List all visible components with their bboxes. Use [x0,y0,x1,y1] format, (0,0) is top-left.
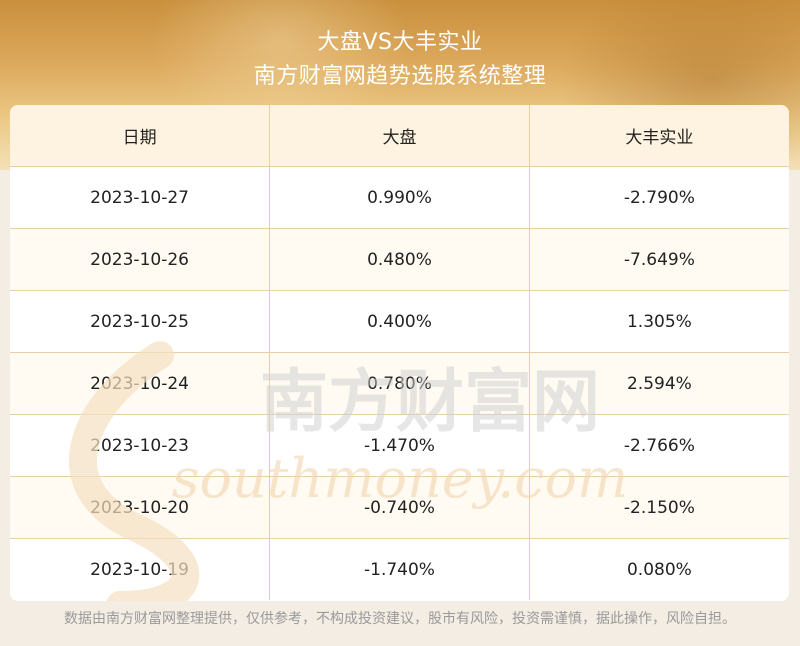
table-row: 2023-10-19 -1.740% 0.080% [10,538,789,600]
cell-stock: -2.150% [529,476,789,539]
comparison-table: 日期 大盘 大丰实业 2023-10-27 0.990% -2.790% 202… [10,105,789,600]
cell-stock: -2.766% [529,414,789,477]
cell-date: 2023-10-23 [10,414,271,477]
cell-market: 0.400% [269,290,530,353]
cell-market: 0.780% [269,352,530,415]
page-title: 大盘VS大丰实业 [317,30,483,55]
cell-stock: 2.594% [529,352,789,415]
comparison-table-card: 日期 大盘 大丰实业 2023-10-27 0.990% -2.790% 202… [10,105,789,601]
cell-date: 2023-10-25 [10,290,271,353]
table-row: 2023-10-27 0.990% -2.790% [10,166,789,229]
header-market: 大盘 [269,105,530,167]
cell-market: -0.740% [269,476,530,539]
cell-stock: 0.080% [626,559,692,580]
table-row: 2023-10-20 -0.740% -2.150% [10,476,789,539]
header-date: 日期 [10,105,271,167]
cell-stock: -2.790% [529,166,789,229]
cell-stock: -7.649% [529,228,789,291]
cell-date: 2023-10-20 [10,476,271,539]
table-row: 2023-10-26 0.480% -7.649% [10,228,789,291]
page-subtitle: 南方财富网趋势选股系统整理 [253,64,547,89]
disclaimer-text: 数据由南方财富网整理提供，仅供参考，不构成投资建议，股市有风险，投资需谨慎，据此… [64,611,736,627]
header-banner: 大盘VS大丰实业 南方财富网趋势选股系统整理 [0,0,800,170]
cell-date: 2023-10-24 [10,352,271,415]
table-row: 2023-10-24 0.780% 2.594% [10,352,789,415]
cell-market: 0.990% [269,166,530,229]
cell-date: 2023-10-19 [10,538,271,600]
cell-market: -1.740% [269,538,530,600]
table-row: 2023-10-23 -1.470% -2.766% [10,414,789,477]
cell-date: 2023-10-26 [10,228,271,291]
cell-stock: 1.305% [529,290,789,353]
cell-market: 0.480% [269,228,530,291]
table-header-row: 日期 大盘 大丰实业 [10,105,789,167]
cell-date: 2023-10-27 [10,166,271,229]
header-stock: 大丰实业 [529,105,789,167]
table-row: 2023-10-25 0.400% 1.305% [10,290,789,353]
cell-market: -1.470% [269,414,530,477]
